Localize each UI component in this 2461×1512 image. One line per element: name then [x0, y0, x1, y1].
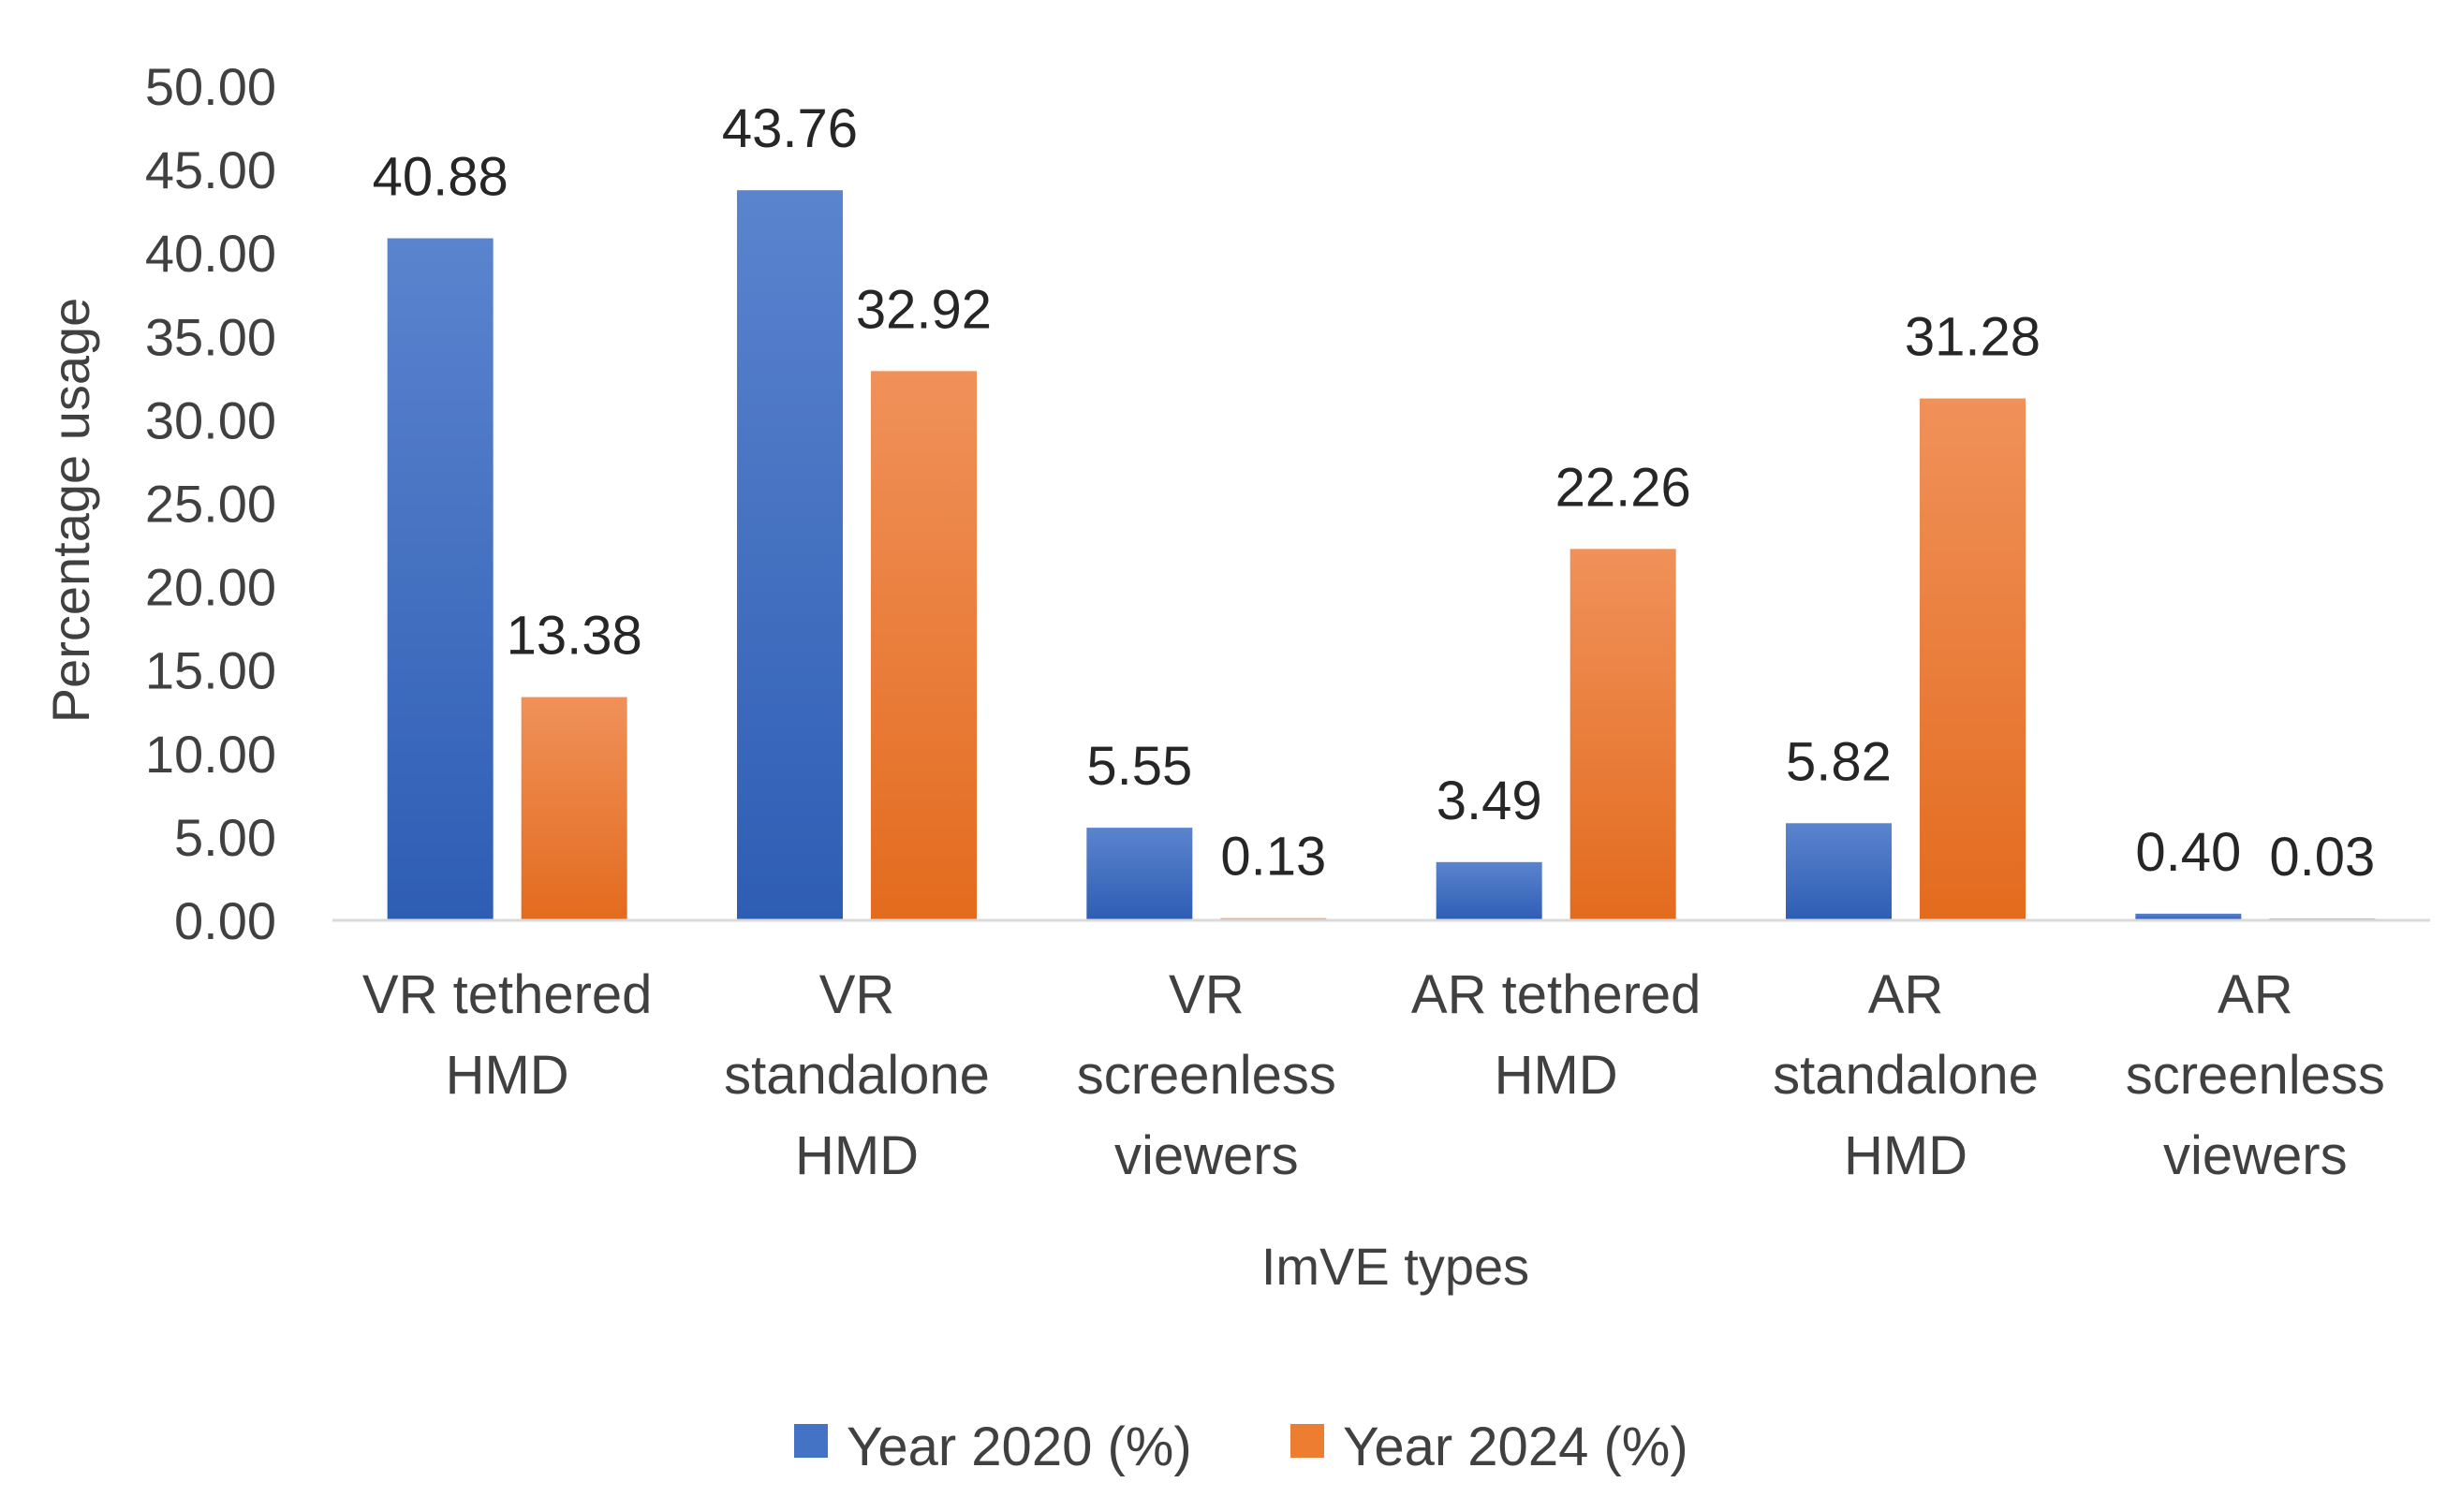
category-label-line: standalone	[724, 1045, 990, 1106]
data-label-2024: 13.38	[507, 606, 642, 667]
category-label-line: AR	[1868, 964, 1944, 1025]
x-axis-title: ImVE types	[1261, 1237, 1529, 1296]
bars-group	[387, 190, 2376, 921]
y-tick-label: 20.00	[145, 558, 276, 617]
y-tick-label: 45.00	[145, 140, 276, 199]
data-label-2024: 22.26	[1555, 457, 1691, 518]
data-label-2024: 0.13	[1220, 827, 1326, 888]
y-tick-label: 5.00	[174, 808, 276, 867]
category-label-line: viewers	[1114, 1125, 1299, 1186]
category-label-line: HMD	[1495, 1045, 1618, 1106]
legend: Year 2020 (%) Year 2024 (%)	[794, 1417, 1688, 1477]
category-label: VR screenless viewers	[1077, 964, 1336, 1186]
category-label-line: VR tethered	[362, 964, 653, 1025]
category-label-line: HMD	[795, 1125, 919, 1186]
bar-2020	[2135, 913, 2242, 920]
category-label: AR tethered HMD	[1411, 964, 1702, 1106]
category-label: AR standalone HMD	[1773, 964, 2039, 1186]
category-label-line: AR tethered	[1411, 964, 1702, 1025]
data-label-2024: 32.92	[856, 279, 992, 340]
data-label-2020: 0.40	[2135, 822, 2241, 883]
bar-2020	[1086, 828, 1193, 920]
category-label-line: AR	[2218, 964, 2293, 1025]
bar-2020	[1436, 861, 1542, 920]
category-label-line: screenless	[2126, 1045, 2385, 1106]
y-axis-ticks: 0.00 5.00 10.00 15.00 20.00 25.00 30.00 35.00 40…	[145, 57, 276, 950]
y-tick-label: 30.00	[145, 390, 276, 449]
bar-2024	[871, 371, 977, 920]
category-labels: VR tethered HMD VR standalone HMD VR screenles…	[362, 964, 2385, 1186]
bar-2020	[1786, 823, 1892, 920]
data-label-2020: 5.55	[1086, 736, 1192, 797]
data-label-2020: 5.82	[1786, 731, 1892, 792]
y-tick-label: 0.00	[174, 891, 276, 950]
bar-2024	[521, 697, 627, 920]
legend-swatch-2020	[794, 1424, 828, 1458]
data-label-2020: 40.88	[373, 147, 508, 208]
bar-2020	[737, 190, 843, 921]
y-tick-label: 40.00	[145, 224, 276, 283]
legend-label-2024: Year 2024 (%)	[1343, 1417, 1688, 1477]
y-tick-label: 35.00	[145, 307, 276, 366]
data-label-2020: 3.49	[1437, 771, 1542, 831]
legend-swatch-2024	[1290, 1424, 1324, 1458]
y-tick-label: 25.00	[145, 475, 276, 534]
data-label-2024: 31.28	[1905, 307, 2041, 368]
bar-2024	[1920, 398, 2026, 920]
y-tick-label: 15.00	[145, 641, 276, 700]
category-label-line: screenless	[1077, 1045, 1336, 1106]
bar-2020	[387, 238, 494, 920]
y-tick-label: 10.00	[145, 725, 276, 784]
bar-2024	[1569, 549, 1676, 920]
category-label-line: viewers	[2163, 1125, 2348, 1186]
category-label-line: VR	[1169, 964, 1245, 1025]
data-label-2020: 43.76	[722, 98, 858, 159]
category-label: AR screenless viewers	[2126, 964, 2385, 1186]
category-label-line: standalone	[1773, 1045, 2039, 1106]
y-tick-label: 50.00	[145, 57, 276, 116]
category-label-line: HMD	[1844, 1125, 1967, 1186]
y-axis-title: Percentage usage	[41, 298, 100, 724]
category-label-line: HMD	[446, 1045, 569, 1106]
category-label-line: VR	[819, 964, 895, 1025]
legend-label-2020: Year 2020 (%)	[847, 1417, 1192, 1477]
category-label: VR tethered HMD	[362, 964, 653, 1106]
data-label-2024: 0.03	[2269, 827, 2375, 888]
data-labels-group: 40.88 13.38 43.76 32.92 5.55 0.13 3.49 22.26 5.8…	[373, 98, 2376, 888]
category-label: VR standalone HMD	[724, 964, 990, 1186]
